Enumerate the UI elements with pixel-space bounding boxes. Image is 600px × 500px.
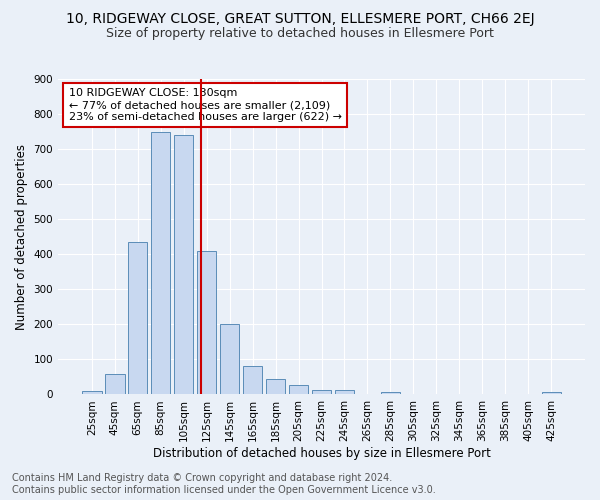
- Bar: [243, 366, 262, 394]
- Bar: [266, 380, 286, 394]
- Bar: [105, 374, 125, 394]
- Text: Contains HM Land Registry data © Crown copyright and database right 2024.
Contai: Contains HM Land Registry data © Crown c…: [12, 474, 436, 495]
- Text: 10 RIDGEWAY CLOSE: 130sqm
← 77% of detached houses are smaller (2,109)
23% of se: 10 RIDGEWAY CLOSE: 130sqm ← 77% of detac…: [68, 88, 341, 122]
- Bar: [82, 391, 101, 394]
- Bar: [128, 242, 148, 394]
- Bar: [174, 135, 193, 394]
- Text: 10, RIDGEWAY CLOSE, GREAT SUTTON, ELLESMERE PORT, CH66 2EJ: 10, RIDGEWAY CLOSE, GREAT SUTTON, ELLESM…: [65, 12, 535, 26]
- Bar: [220, 324, 239, 394]
- X-axis label: Distribution of detached houses by size in Ellesmere Port: Distribution of detached houses by size …: [152, 447, 490, 460]
- Bar: [289, 385, 308, 394]
- Y-axis label: Number of detached properties: Number of detached properties: [15, 144, 28, 330]
- Bar: [335, 390, 354, 394]
- Bar: [312, 390, 331, 394]
- Bar: [197, 250, 217, 394]
- Text: Size of property relative to detached houses in Ellesmere Port: Size of property relative to detached ho…: [106, 28, 494, 40]
- Bar: [151, 132, 170, 394]
- Bar: [380, 392, 400, 394]
- Bar: [542, 392, 561, 394]
